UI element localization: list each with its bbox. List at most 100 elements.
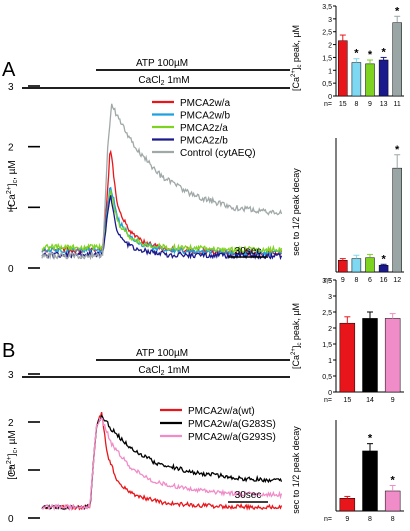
legend-label: PMCA2w/a [180, 98, 230, 109]
legend-label: PMCA2w/a(wt) [188, 406, 255, 417]
legend-label: PMCA2w/b [180, 111, 230, 122]
panel-b: B ATP 100µM CaCl2 1mM 0 1 2 3 [Ca2+]c, µM P… [2, 340, 290, 525]
trace-b-lines [41, 411, 283, 512]
panel-a-letter: A [2, 59, 16, 81]
bar [339, 498, 356, 512]
bar [392, 167, 402, 273]
significance-star: * [395, 5, 400, 17]
bar-b-peak-y-label: [Ca2+]c peak, µM [291, 303, 303, 369]
bar [351, 62, 362, 97]
y-tick-label: 1 [8, 466, 14, 477]
y-tick-label: 0,5 [322, 374, 332, 381]
scale-bar-a-label: 30sec [235, 246, 262, 257]
bar [392, 22, 402, 97]
significance-star: * [395, 144, 400, 156]
y-tick-label: 2 [328, 326, 332, 333]
bar [384, 490, 401, 512]
bar [365, 63, 375, 97]
y-tick-label: 1,5 [322, 342, 332, 349]
y-tick-label: 1,5 [322, 55, 332, 62]
bar-chart-b-peak: 00,511,522,533,5n= 15 14 9 [322, 278, 404, 404]
significance-star: * [381, 253, 386, 265]
n-value: 6 [368, 277, 372, 284]
y-tick-label: 3 [8, 370, 14, 381]
series-line [41, 149, 283, 257]
y-tick-label: 1 [8, 203, 14, 214]
trace-a-y-label: [Ca2+]c, µM [6, 160, 19, 209]
bar [384, 318, 401, 393]
n-value: 8 [391, 516, 395, 523]
n-value: 15 [343, 397, 351, 404]
trace-a-lines [41, 103, 283, 261]
n-label: n= [324, 516, 332, 523]
y-tick-label: 0,5 [322, 81, 332, 88]
y-tick-label: 2 [8, 143, 14, 154]
bar-a-peak-y-label: [Ca2+]c peak, µM [291, 25, 303, 91]
bar [338, 260, 348, 273]
n-value: 16 [380, 277, 388, 284]
y-tick-label: 3 [328, 17, 332, 24]
trace-b-y-axis: 0 1 2 3 [8, 370, 40, 525]
legend-label: PMCA2w/a(G283S) [188, 419, 276, 430]
scale-bar-b-label: 30sec [235, 490, 262, 501]
y-tick-label: 0 [8, 264, 14, 275]
bar-chart-b-decay: n= 9 * 8 * 8 [324, 420, 404, 523]
bar [378, 59, 389, 97]
bar [362, 450, 378, 512]
y-tick-label: 1 [328, 358, 332, 365]
legend-label: PMCA2w/a(G293S) [188, 432, 276, 443]
atp-label-b: ATP 100µM [136, 348, 188, 359]
n-value: 9 [368, 101, 372, 108]
y-tick-label: 0 [8, 514, 14, 525]
y-tick-label: 3 [328, 294, 332, 301]
atp-label-a: ATP 100µM [136, 58, 188, 69]
bar [338, 40, 348, 97]
significance-star: * [354, 48, 359, 60]
cacl-label-a: CaCl2 1mM [138, 75, 189, 87]
bar [351, 258, 362, 273]
y-tick-label: 1 [328, 68, 332, 75]
y-tick-label: 0 [328, 390, 332, 397]
n-value: 8 [354, 277, 358, 284]
y-tick-label: 2 [8, 418, 14, 429]
n-value: 9 [345, 516, 349, 523]
trace-b-y-label: [Ca2+]c, µM [6, 430, 19, 479]
bar-chart-a-peak: 0 0,5 1 1,5 2 2,5 3 3,5 n= 15 * 8 * 9 * 13 * 11 [322, 4, 404, 108]
legend-label: PMCA2z/a [180, 123, 228, 134]
n-label: n= [324, 101, 332, 108]
y-tick-label: 3,5 [322, 278, 332, 285]
n-value: 8 [368, 516, 372, 523]
panel-b-letter: B [2, 340, 15, 362]
bar-chart-a-decay: n= 9 8 6 * 16 * 12 [324, 138, 404, 284]
series-line [41, 416, 283, 512]
y-tick-label: 3,5 [322, 4, 332, 11]
bar-a-decay-y-label: sec to 1/2 peak decay [291, 168, 301, 256]
n-value: 15 [339, 101, 347, 108]
n-label: n= [324, 397, 332, 404]
bar [365, 257, 375, 273]
n-value: 13 [380, 101, 388, 108]
n-value: 11 [394, 101, 401, 108]
trace-a-y-axis: 0 1 2 3 [8, 82, 40, 275]
significance-star: * [381, 46, 386, 58]
series-line [41, 190, 283, 255]
y-tick-label: 3 [8, 82, 14, 93]
significance-star: * [391, 475, 396, 487]
cacl-label-b: CaCl2 1mM [138, 365, 189, 377]
y-tick-label: 2,5 [322, 310, 332, 317]
y-tick-label: 0 [328, 94, 332, 101]
n-label: n= [324, 277, 332, 284]
significance-star: * [368, 433, 373, 445]
n-value: 14 [366, 397, 374, 404]
bar [362, 318, 378, 393]
n-value: 9 [391, 397, 395, 404]
bar-b-decay-y-label: sec to 1/2 peak decay [291, 426, 301, 514]
legend-label: Control (cytAEQ) [180, 148, 256, 159]
bar [339, 322, 356, 393]
bar [378, 265, 389, 273]
n-value: 8 [354, 101, 358, 108]
y-tick-label: 2 [328, 43, 332, 50]
n-value: 9 [341, 277, 345, 284]
